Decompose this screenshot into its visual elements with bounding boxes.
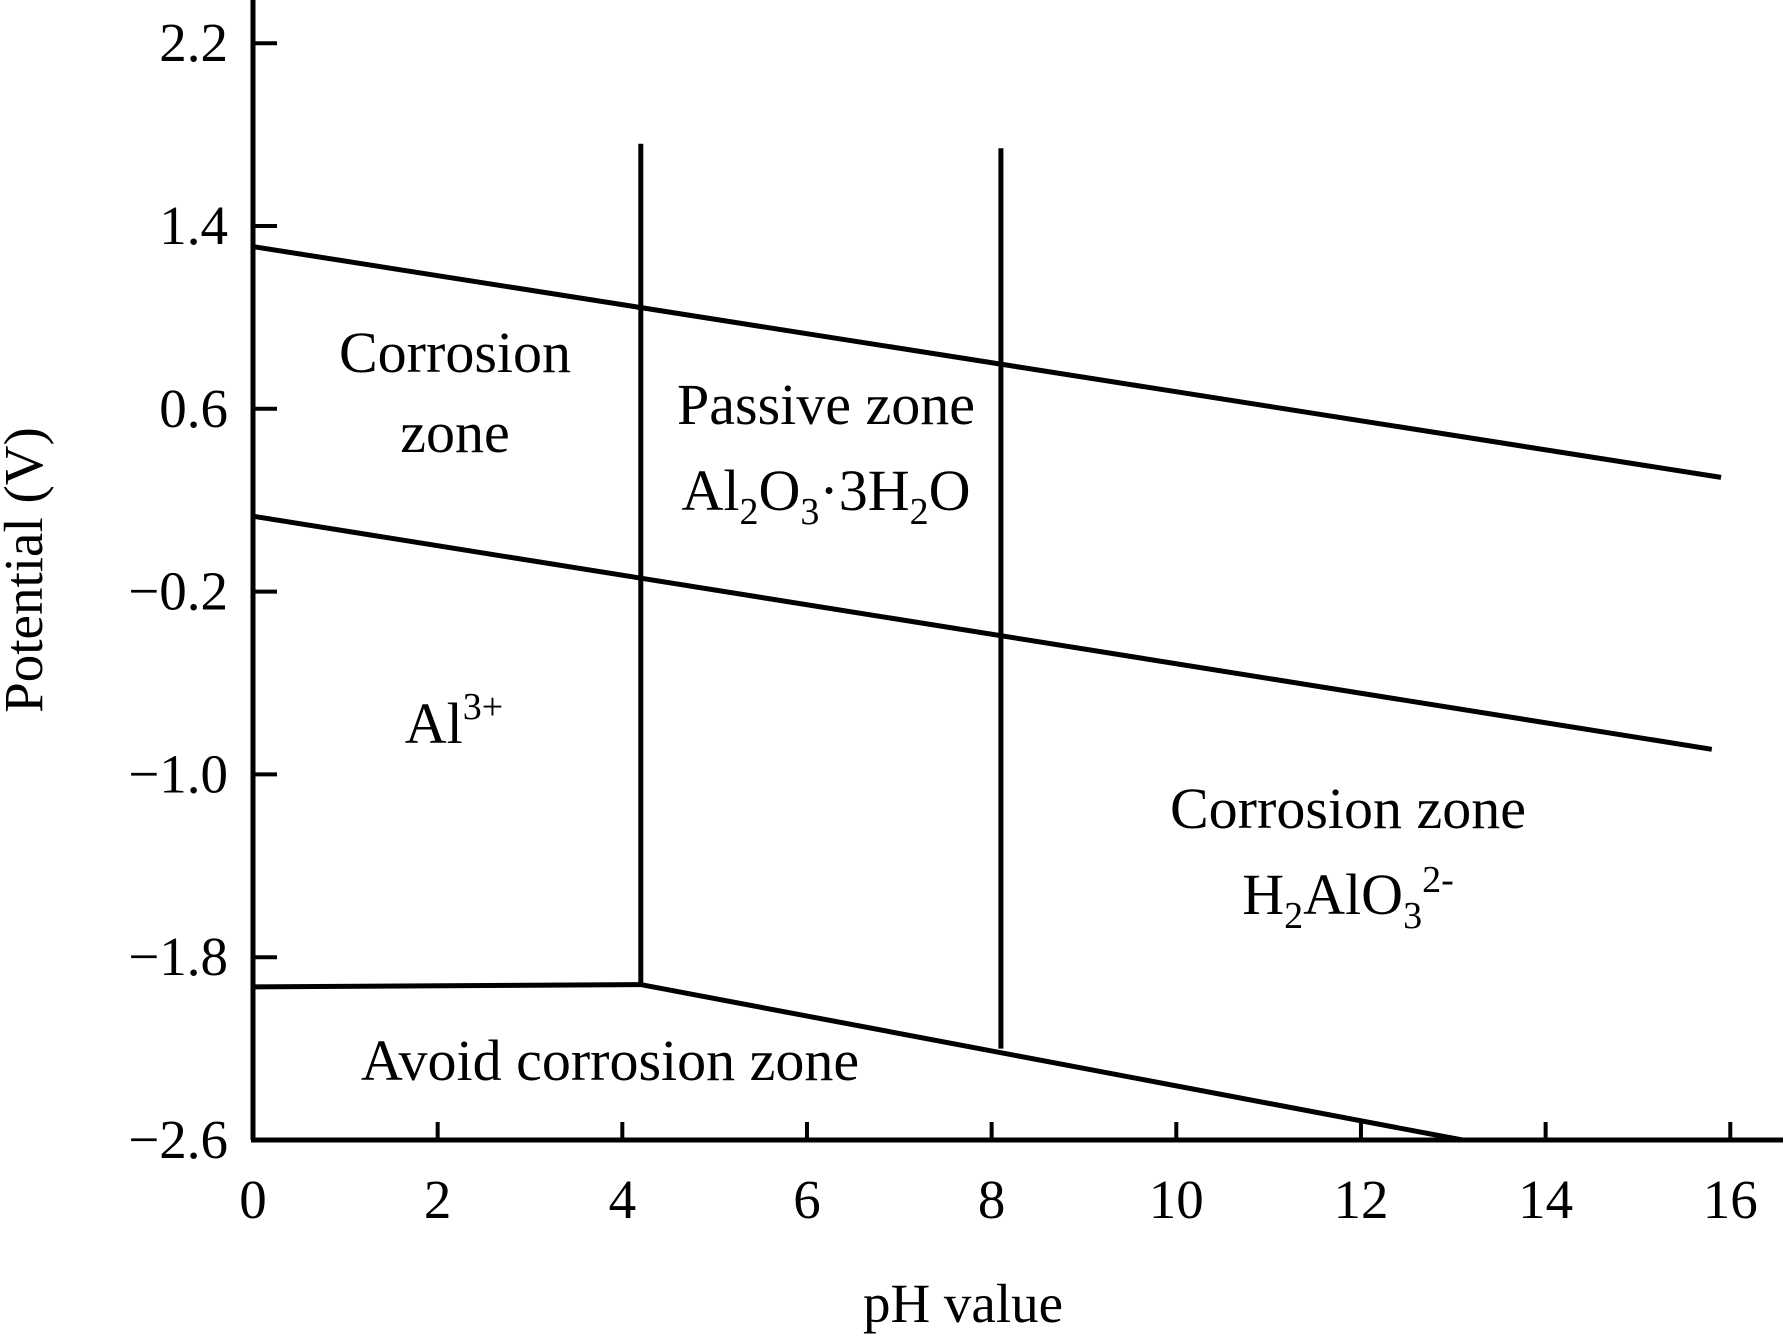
annotation-corrosion-zone-alkaline: Corrosion zone H2AlO32- (1170, 776, 1526, 937)
annotation-al3-ion: Al3+ (405, 686, 503, 756)
y-tick-label: −2.6 (128, 1109, 228, 1170)
x-axis-label: pH value (863, 1273, 1063, 1334)
annotation-avoid-corrosion-zone: Avoid corrosion zone (361, 1028, 859, 1093)
annotation-formula: H2AlO32- (1242, 859, 1453, 937)
y-tick-label: −0.2 (128, 561, 228, 622)
annotation-passive-zone: Passive zone Al2O3·3H2O (677, 372, 975, 533)
x-tick-label: 8 (978, 1169, 1006, 1230)
annotation-formula: Al2O3·3H2O (682, 458, 971, 533)
annotation-line: Avoid corrosion zone (361, 1028, 859, 1093)
y-tick-label: −1.0 (128, 743, 228, 804)
y-tick-label: 0.6 (159, 378, 228, 439)
boundary-lines (252, 143, 1722, 1143)
boundary-line (252, 513, 1713, 752)
y-tick-label: 2.2 (159, 12, 228, 73)
annotation-line: Corrosion (339, 320, 571, 385)
annotation-line: zone (400, 400, 510, 465)
ticks: 0 2 4 6 8 10 12 14 16 2.2 1.4 0.6 −0.2 −1.0 −1.8 −2.6 (128, 12, 1758, 1230)
boundary-line (252, 244, 1722, 480)
x-tick-label: 2 (424, 1169, 452, 1230)
annotation-formula: Al3+ (405, 686, 503, 756)
y-tick-label: 1.4 (159, 195, 228, 256)
x-tick-label: 6 (793, 1169, 821, 1230)
x-tick-label: 10 (1149, 1169, 1204, 1230)
annotation-line: Passive zone (677, 372, 975, 437)
x-tick-label: 16 (1703, 1169, 1758, 1230)
annotation-corrosion-zone-acidic: Corrosion zone (339, 320, 571, 465)
annotation-line: Corrosion zone (1170, 776, 1526, 841)
x-tick-label: 14 (1518, 1169, 1573, 1230)
x-tick-label: 12 (1333, 1169, 1388, 1230)
axes (250, 0, 1783, 1143)
x-tick-label: 0 (239, 1169, 267, 1230)
y-tick-label: −1.8 (128, 926, 228, 987)
y-axis-label: Potential (V) (0, 427, 54, 713)
x-tick-label: 4 (609, 1169, 637, 1230)
